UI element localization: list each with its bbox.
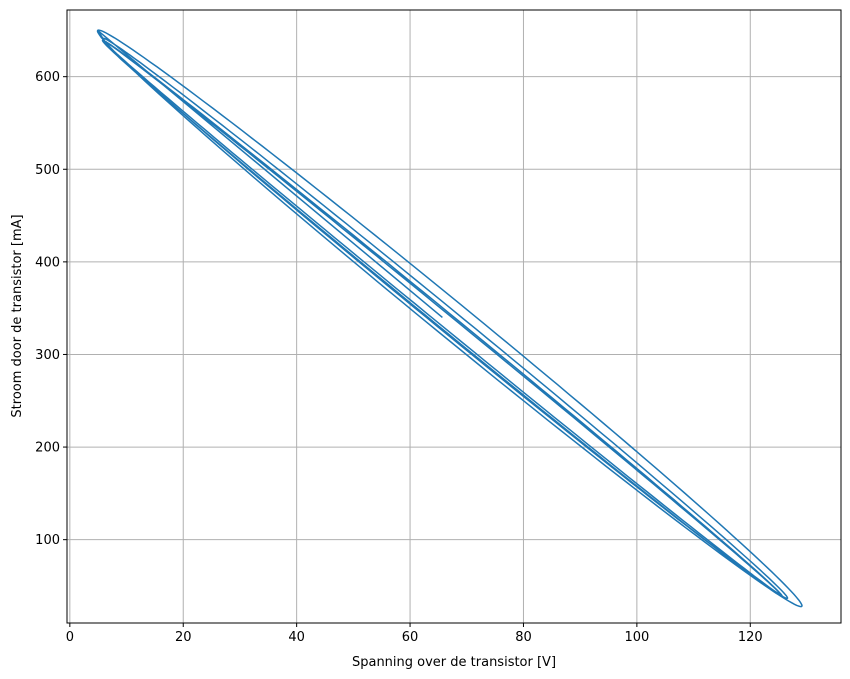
- plot-area: [96, 29, 803, 608]
- x-tick-label: 0: [66, 630, 74, 645]
- x-tick-label: 40: [288, 630, 305, 645]
- y-tick-label: 100: [35, 533, 60, 548]
- y-axis-ticks: 100 200 300 400 500 600: [35, 70, 67, 548]
- plot-frame: [66, 9, 842, 624]
- x-tick-label: 80: [515, 630, 532, 645]
- y-tick-label: 500: [35, 163, 60, 178]
- y-axis-label: Stroom door de transistor [mA]: [10, 214, 25, 417]
- y-tick-label: 400: [35, 255, 60, 270]
- x-axis-label: Spanning over de transistor [V]: [352, 655, 556, 670]
- x-axis-ticks: 0 20 40 60 80 100 120: [66, 623, 763, 645]
- y-tick-label: 600: [35, 70, 60, 85]
- x-tick-label: 20: [175, 630, 192, 645]
- x-tick-label: 100: [624, 630, 649, 645]
- grid-lines: [67, 10, 841, 623]
- y-tick-label: 200: [35, 441, 60, 456]
- x-tick-label: 120: [738, 630, 763, 645]
- series-line-trajectory: [96, 29, 803, 608]
- x-tick-label: 60: [402, 630, 419, 645]
- y-tick-label: 300: [35, 348, 60, 363]
